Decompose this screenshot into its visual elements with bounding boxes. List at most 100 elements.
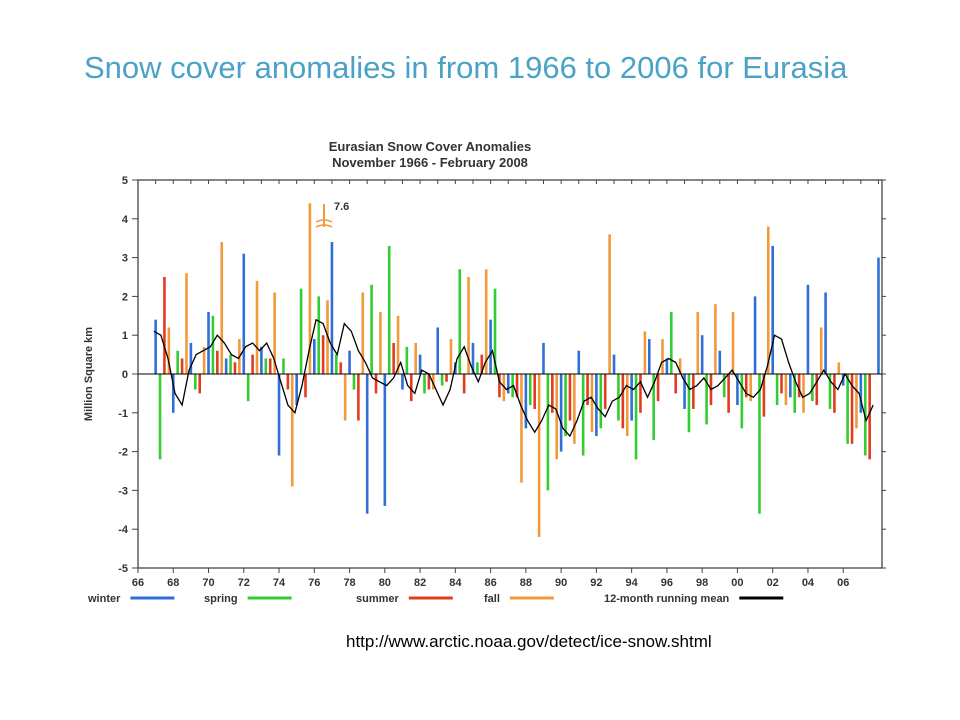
bar-summer bbox=[674, 374, 678, 394]
y-tick-label: 0 bbox=[122, 369, 128, 381]
bar-summer bbox=[656, 374, 660, 402]
x-tick-label: 72 bbox=[238, 577, 250, 589]
bar-fall bbox=[202, 346, 206, 374]
y-tick-label: -3 bbox=[118, 485, 128, 497]
bar-winter bbox=[877, 257, 880, 374]
bar-fall bbox=[379, 311, 382, 374]
bar-summer bbox=[498, 374, 501, 398]
annotation-label: 7.6 bbox=[334, 201, 349, 213]
legend-label-summer: summer bbox=[356, 593, 400, 605]
bar-spring bbox=[564, 374, 567, 437]
bar-summer bbox=[833, 374, 836, 413]
y-tick-label: 1 bbox=[122, 330, 128, 342]
x-tick-label: 90 bbox=[555, 577, 567, 589]
bar-winter bbox=[348, 350, 351, 374]
bar-fall bbox=[608, 234, 611, 374]
axis-ticks: 5 4 3 2 1 0 -1 -2 -3 -4 -5 66 68 70 72 74 76 78 80 82 84 86 88… bbox=[118, 175, 886, 589]
bar-summer bbox=[515, 374, 519, 398]
y-axis-label: Million Square km bbox=[83, 327, 95, 421]
bar-summer bbox=[374, 374, 378, 394]
bar-spring bbox=[387, 245, 391, 374]
bar-summer bbox=[321, 335, 325, 374]
bar-summer bbox=[427, 374, 431, 390]
bar-fall bbox=[555, 374, 559, 460]
bar-fall bbox=[661, 339, 664, 374]
y-tick-label: 2 bbox=[122, 291, 128, 303]
bar-spring bbox=[652, 374, 655, 440]
running-mean-line bbox=[153, 318, 874, 438]
bar-winter bbox=[718, 350, 722, 374]
bar-spring bbox=[670, 311, 673, 374]
bar-fall bbox=[396, 315, 400, 374]
bar-spring bbox=[335, 354, 338, 374]
bar-summer bbox=[621, 374, 625, 429]
x-tick-label: 92 bbox=[590, 577, 602, 589]
bar-fall bbox=[855, 374, 858, 429]
bar-summer bbox=[268, 358, 272, 374]
x-tick-label: 98 bbox=[696, 577, 708, 589]
bar-spring bbox=[581, 374, 585, 456]
bar-fall bbox=[520, 374, 523, 483]
x-tick-label: 76 bbox=[308, 577, 320, 589]
bar-fall bbox=[484, 269, 488, 374]
bar-spring bbox=[687, 374, 691, 433]
bar-spring bbox=[352, 374, 356, 390]
bar-summer bbox=[198, 374, 202, 394]
chart-title: Eurasian Snow Cover Anomalies bbox=[329, 139, 532, 154]
bar-winter bbox=[401, 374, 404, 390]
x-tick-label: 06 bbox=[837, 577, 849, 589]
bar-summer bbox=[304, 374, 307, 398]
bar-spring bbox=[423, 374, 426, 394]
bar-summer bbox=[692, 374, 695, 409]
bar-summer bbox=[815, 374, 819, 406]
bar-summer bbox=[762, 374, 766, 417]
bar-winter bbox=[506, 374, 510, 394]
x-tick-label: 02 bbox=[767, 577, 779, 589]
x-tick-label: 00 bbox=[731, 577, 743, 589]
bar-fall bbox=[784, 374, 788, 406]
bar-fall bbox=[537, 374, 541, 537]
bar-winter bbox=[489, 319, 492, 374]
y-tick-label: 3 bbox=[122, 253, 128, 265]
bar-winter bbox=[260, 346, 263, 374]
chart-subtitle: November 1966 - February 2008 bbox=[332, 155, 528, 170]
bar-winter bbox=[330, 242, 334, 374]
bar-fall bbox=[819, 327, 823, 374]
bar-summer bbox=[251, 354, 254, 374]
bar-winter bbox=[824, 292, 827, 374]
bar-winter bbox=[277, 374, 281, 456]
y-tick-label: 5 bbox=[122, 175, 128, 187]
bar-spring bbox=[634, 374, 638, 460]
bar-summer bbox=[744, 374, 748, 398]
bar-fall bbox=[414, 342, 417, 374]
bar-summer bbox=[727, 374, 730, 413]
bar-spring bbox=[299, 288, 303, 374]
legend-label-winter: winter bbox=[87, 593, 121, 605]
bar-summer bbox=[480, 354, 484, 374]
bar-summer bbox=[568, 374, 572, 421]
bar-spring bbox=[193, 374, 197, 390]
bar-winter bbox=[612, 354, 616, 374]
bar-winter bbox=[806, 284, 810, 374]
bar-spring bbox=[317, 296, 321, 374]
x-tick-label: 78 bbox=[343, 577, 355, 589]
bar-spring bbox=[176, 350, 179, 374]
bar-fall bbox=[766, 226, 770, 374]
x-tick-label: 88 bbox=[520, 577, 532, 589]
bar-summer bbox=[409, 374, 413, 402]
x-tick-label: 86 bbox=[484, 577, 496, 589]
bar-winter bbox=[841, 374, 845, 386]
x-tick-label: 66 bbox=[132, 577, 144, 589]
bar-fall bbox=[837, 362, 841, 374]
bar-winter bbox=[630, 374, 633, 421]
break-marker bbox=[315, 219, 333, 228]
bar-spring bbox=[758, 374, 761, 514]
bar-summer bbox=[868, 374, 871, 460]
y-tick-label: 4 bbox=[122, 214, 129, 226]
bar-spring bbox=[546, 374, 550, 491]
bar-spring bbox=[405, 346, 409, 374]
bar-spring bbox=[740, 374, 744, 429]
bar-fall bbox=[361, 292, 365, 374]
bar-spring bbox=[211, 315, 215, 374]
eurasian-snow-chart: Eurasian Snow Cover Anomalies November 1… bbox=[76, 134, 886, 614]
